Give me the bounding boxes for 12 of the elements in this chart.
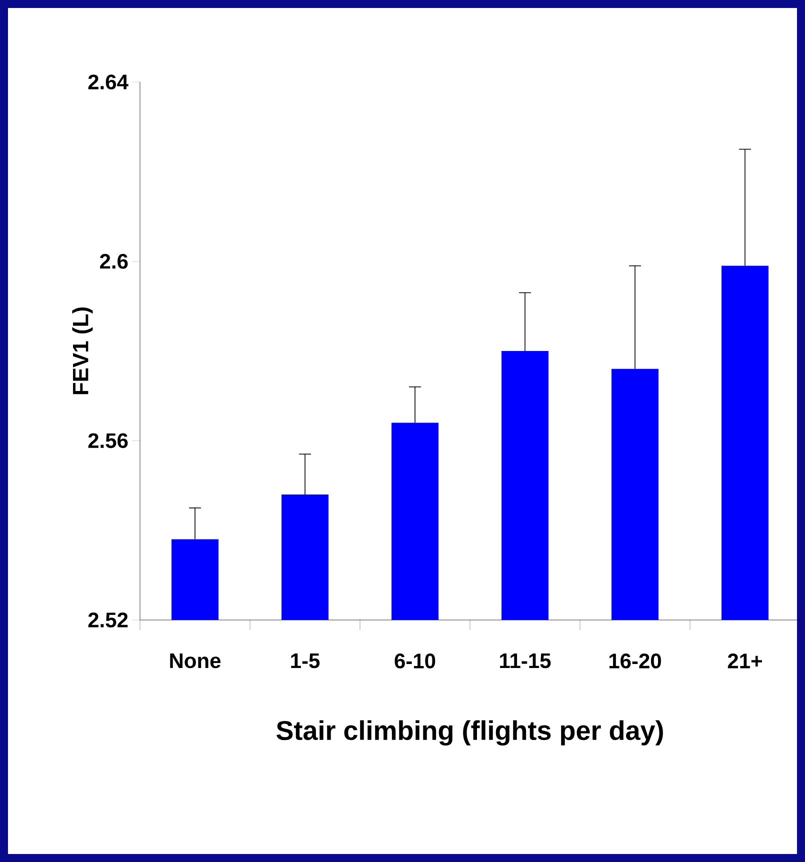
x-tick-label: 11-15: [500, 654, 551, 668]
y-axis-title: FEV1 (L): [72, 308, 93, 394]
y-tick-label: 2.64: [88, 74, 128, 90]
y-tick-label: 2.6: [100, 254, 128, 269]
x-tick-label: None: [170, 654, 221, 668]
y-tick-label: 2.52: [88, 612, 128, 628]
x-tick-label: 6-10: [394, 654, 436, 668]
y-tick-label: 2.56: [88, 433, 128, 448]
x-tick-label: 16-20: [609, 654, 661, 668]
x-axis-title: Stair climbing (flights per day): [276, 720, 663, 746]
x-tick-label: 21+: [728, 654, 762, 668]
x-tick-label: 1-5: [291, 654, 320, 668]
